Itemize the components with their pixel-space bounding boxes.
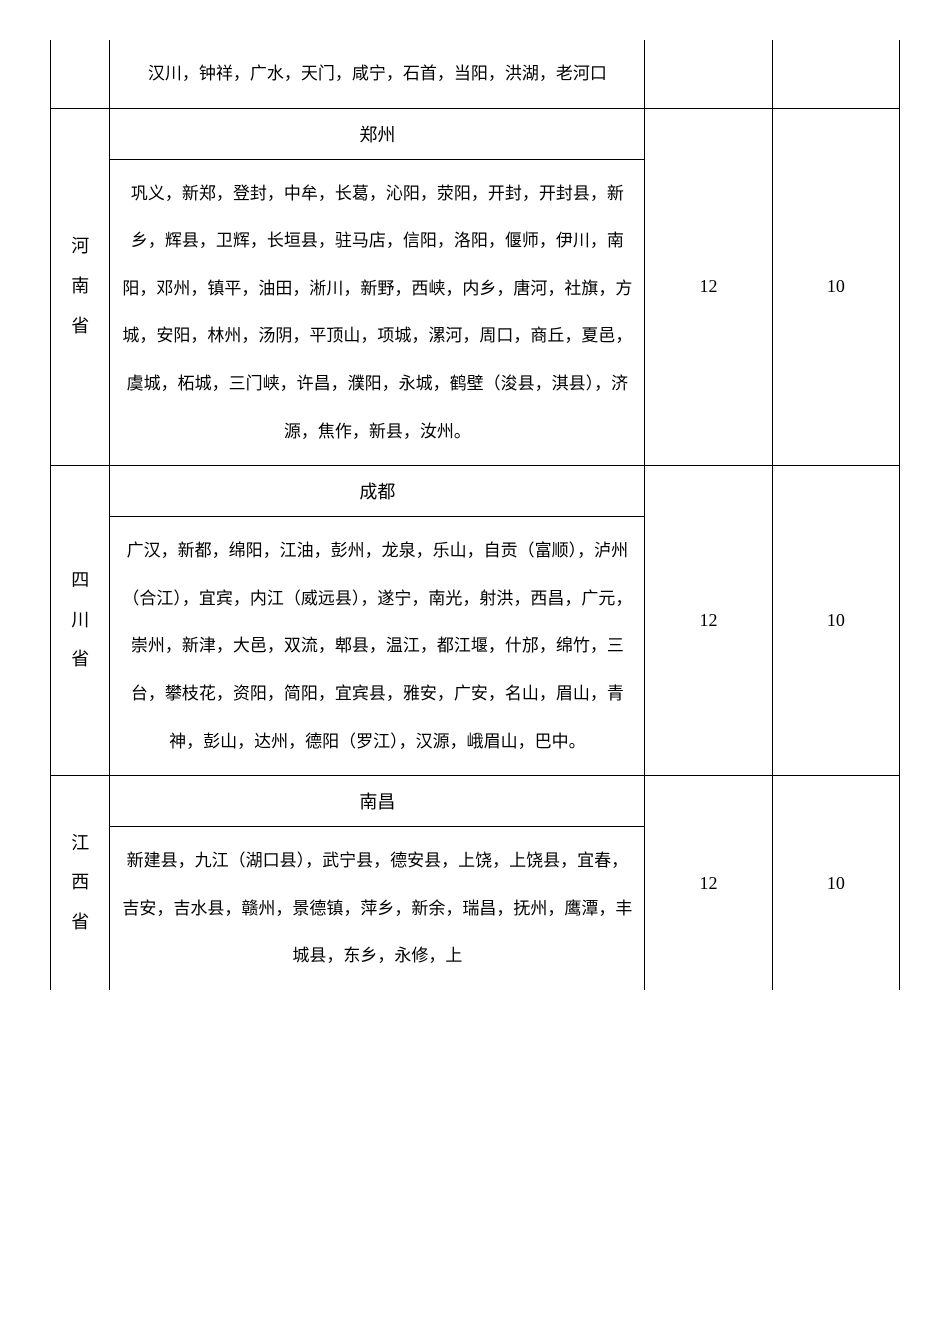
table-row: 四川省成都广汉，新都，绵阳，江油，彭州，龙泉，乐山，自贡（富顺），泸州（合江），…: [51, 466, 900, 776]
region-body: 广汉，新都，绵阳，江油，彭州，龙泉，乐山，自贡（富顺），泸州（合江），宜宾，内江…: [110, 517, 644, 775]
num1-cell: 12: [645, 108, 772, 466]
province-cell: 河南省: [51, 108, 110, 466]
table-row: 河南省郑州巩义，新郑，登封，中牟，长葛，沁阳，荥阳，开封，开封县，新乡，辉县，卫…: [51, 108, 900, 466]
num2-cell: 10: [772, 108, 899, 466]
region-body: 汉川，钟祥，广水，天门，咸宁，石首，当阳，洪湖，老河口: [110, 40, 644, 108]
region-body: 新建县，九江（湖口县），武宁县，德安县，上饶，上饶县，宜春，吉安，吉水县，赣州，…: [110, 827, 644, 990]
province-cell: 江西省: [51, 776, 110, 990]
province-cell: [51, 40, 110, 108]
content-cell: 南昌新建县，九江（湖口县），武宁县，德安县，上饶，上饶县，宜春，吉安，吉水县，赣…: [110, 776, 645, 990]
num1-cell: 12: [645, 466, 772, 776]
num2-cell: 10: [772, 466, 899, 776]
num2-cell: 10: [772, 776, 899, 990]
content-cell: 汉川，钟祥，广水，天门，咸宁，石首，当阳，洪湖，老河口: [110, 40, 645, 108]
content-cell: 成都广汉，新都，绵阳，江油，彭州，龙泉，乐山，自贡（富顺），泸州（合江），宜宾，…: [110, 466, 645, 776]
table-row: 江西省南昌新建县，九江（湖口县），武宁县，德安县，上饶，上饶县，宜春，吉安，吉水…: [51, 776, 900, 990]
region-body: 巩义，新郑，登封，中牟，长葛，沁阳，荥阳，开封，开封县，新乡，辉县，卫辉，长垣县…: [110, 160, 644, 466]
content-cell: 郑州巩义，新郑，登封，中牟，长葛，沁阳，荥阳，开封，开封县，新乡，辉县，卫辉，长…: [110, 108, 645, 466]
province-cell: 四川省: [51, 466, 110, 776]
num2-cell: [772, 40, 899, 108]
table-row: 汉川，钟祥，广水，天门，咸宁，石首，当阳，洪湖，老河口: [51, 40, 900, 108]
num1-cell: [645, 40, 772, 108]
delivery-table: 汉川，钟祥，广水，天门，咸宁，石首，当阳，洪湖，老河口河南省郑州巩义，新郑，登封…: [50, 40, 900, 990]
region-header: 成都: [110, 466, 644, 517]
region-header: 南昌: [110, 776, 644, 827]
num1-cell: 12: [645, 776, 772, 990]
region-header: 郑州: [110, 109, 644, 160]
